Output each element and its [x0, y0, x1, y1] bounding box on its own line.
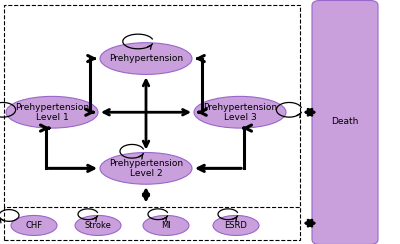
Text: Stroke: Stroke — [84, 221, 112, 230]
Ellipse shape — [194, 96, 286, 128]
Text: CHF: CHF — [26, 221, 42, 230]
Ellipse shape — [100, 152, 192, 184]
Ellipse shape — [11, 215, 57, 235]
Text: MI: MI — [161, 221, 171, 230]
Ellipse shape — [143, 215, 189, 235]
Text: ESRD: ESRD — [224, 221, 248, 230]
FancyBboxPatch shape — [312, 0, 378, 244]
Text: Prehypertension
Level 2: Prehypertension Level 2 — [109, 159, 183, 178]
Ellipse shape — [75, 215, 121, 235]
Ellipse shape — [6, 96, 98, 128]
Ellipse shape — [213, 215, 259, 235]
Ellipse shape — [100, 43, 192, 74]
Bar — [4, 207, 300, 240]
Text: Prehypertension
Level 3: Prehypertension Level 3 — [203, 102, 277, 122]
Text: Prehypertension
Level 1: Prehypertension Level 1 — [15, 102, 89, 122]
Text: Prehypertension: Prehypertension — [109, 54, 183, 63]
Bar — [4, 5, 300, 210]
Text: Death: Death — [331, 118, 358, 126]
